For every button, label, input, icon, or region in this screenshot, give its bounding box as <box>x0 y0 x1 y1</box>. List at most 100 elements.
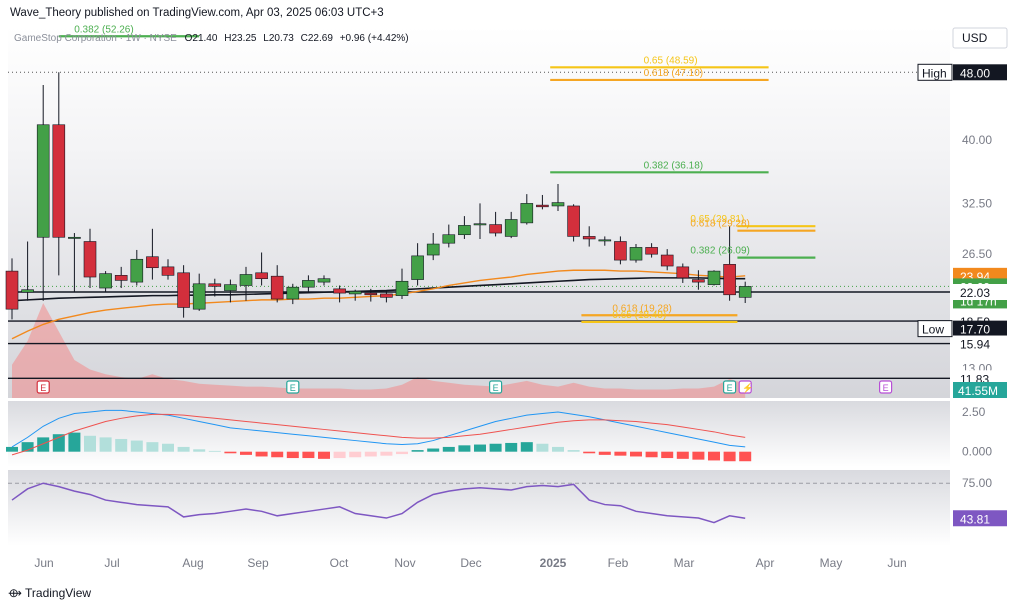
earnings-marker-glyph-5: E <box>883 383 889 393</box>
macd-layer <box>6 409 752 462</box>
candle-body-32 <box>504 219 518 237</box>
candle-body-44 <box>692 279 705 283</box>
candle-body-3 <box>52 124 66 238</box>
rsi-pane-background <box>8 470 950 546</box>
price-label-0: 48.00 <box>960 66 990 80</box>
tradingview-logo-icon: ⟴ <box>8 586 26 600</box>
legend-open-label: O <box>185 33 193 44</box>
macd-bar-34 <box>536 443 549 452</box>
svg-text:GameStop Corporation · 1W · NY: GameStop Corporation · 1W · NYSE O21.40 … <box>14 33 409 44</box>
candle-body-10 <box>161 266 175 276</box>
macd-bar-5 <box>84 435 96 452</box>
fib-label-3: 0.65 (29.81) <box>690 214 744 225</box>
macd-bar-2 <box>37 437 50 452</box>
earnings-marker-glyph-0: E <box>40 383 46 393</box>
macd-bar-22 <box>349 451 362 458</box>
macd-bar-10 <box>162 443 174 452</box>
macd-bar-38 <box>598 451 611 455</box>
candle-body-22 <box>348 291 362 295</box>
macd-bar-13 <box>208 450 221 452</box>
candle-body-27 <box>426 243 440 256</box>
fib-label-8: 0.382 (52.26) <box>74 24 134 35</box>
earnings-marker-0 <box>36 380 50 394</box>
price-tag-box-5 <box>917 320 953 338</box>
candle-body-26 <box>411 255 424 280</box>
candle-body-34 <box>536 204 549 208</box>
tradingview-brand: TradingView <box>25 586 92 600</box>
x-tick-3: Sep <box>247 556 269 570</box>
price-label-box-6 <box>953 335 1007 352</box>
indicator-lines-layer <box>11 269 746 340</box>
signal-line <box>11 413 746 456</box>
candle-body-13 <box>208 283 222 287</box>
ema-line <box>11 269 746 340</box>
macd-bar-45 <box>708 451 720 461</box>
grid-layer <box>8 71 950 379</box>
price-tag-5: Low <box>922 323 944 337</box>
candle-body-21 <box>333 288 346 294</box>
price-label-3: 22.03 <box>960 286 990 300</box>
price-pane-background <box>8 26 950 398</box>
candle-body-42 <box>660 254 674 267</box>
x-tick-9: Mar <box>674 556 695 570</box>
macd-bar-8 <box>130 440 143 452</box>
earnings-marker-1 <box>286 380 300 394</box>
macd-bar-25 <box>396 451 408 455</box>
candle-body-23 <box>364 292 378 296</box>
macd-bar-30 <box>474 444 486 452</box>
tradingview-logo[interactable]: ⟴ TradingView <box>8 586 91 600</box>
x-tick-5: Nov <box>394 556 415 570</box>
earnings-marker-glyph-2: E <box>493 383 499 393</box>
x-tick-12: Jun <box>887 556 906 570</box>
macd-bar-44 <box>692 451 705 460</box>
candle-body-24 <box>380 293 393 298</box>
macd-bar-21 <box>333 451 346 459</box>
macd-bar-11 <box>177 446 190 452</box>
candle-body-9 <box>146 256 159 269</box>
macd-bar-42 <box>661 451 674 459</box>
candle-body-7 <box>114 275 128 281</box>
price-label-box-3 <box>953 283 1007 300</box>
candle-body-39 <box>614 241 627 261</box>
price-tag-0: High <box>922 66 947 80</box>
price-label-box-5 <box>953 320 1007 337</box>
candle-body-25 <box>395 280 409 296</box>
macd-bar-12 <box>193 449 206 452</box>
moving-average-line <box>11 277 746 302</box>
macd-bar-46 <box>723 451 736 462</box>
candle-body-15 <box>239 274 253 286</box>
fib-label-1: 0.618 (47.10) <box>644 68 704 79</box>
candle-body-20 <box>317 278 331 283</box>
legend-low: 20.73 <box>269 33 294 44</box>
legend-symbol: GameStop Corporation · 1W · NYSE <box>14 33 177 44</box>
price-label-5: 17.70 <box>960 323 990 337</box>
x-tick-2: Aug <box>182 556 203 570</box>
legend-close-label: C <box>301 33 308 44</box>
candle-body-17 <box>270 275 284 300</box>
macd-bar-17 <box>271 451 284 458</box>
candle-body-29 <box>458 225 471 236</box>
macd-bar-40 <box>630 451 642 457</box>
macd-bar-32 <box>505 442 518 452</box>
rsi-value-label: 43.81 <box>960 512 990 526</box>
volume-area <box>12 303 746 398</box>
candle-body-1 <box>21 289 34 293</box>
fib-label-2: 0.382 (36.18) <box>644 160 704 171</box>
macd-bar-20 <box>318 451 330 459</box>
macd-bar-15 <box>240 451 252 455</box>
macd-bar-19 <box>302 451 315 459</box>
x-tick-11: May <box>820 556 843 570</box>
candle-body-47 <box>738 286 752 298</box>
chart-area[interactable]: 0.65 (48.59) 0.618 (47.10) 0.382 (36.18) 0.… <box>0 0 1024 580</box>
macd-bar-16 <box>255 451 268 457</box>
macd-bar-31 <box>489 443 502 452</box>
price-tick-8: 40.00 <box>962 133 992 147</box>
rsi-layer <box>8 482 950 524</box>
x-tick-0: Jun <box>34 556 53 570</box>
currency-badge[interactable]: USD <box>952 27 1008 49</box>
price-tick-6: 26.50 <box>962 247 992 261</box>
x-tick-10: Apr <box>756 556 775 570</box>
macd-bar-41 <box>645 451 658 458</box>
candle-body-4 <box>68 236 81 239</box>
earnings-marker-5 <box>878 380 893 394</box>
